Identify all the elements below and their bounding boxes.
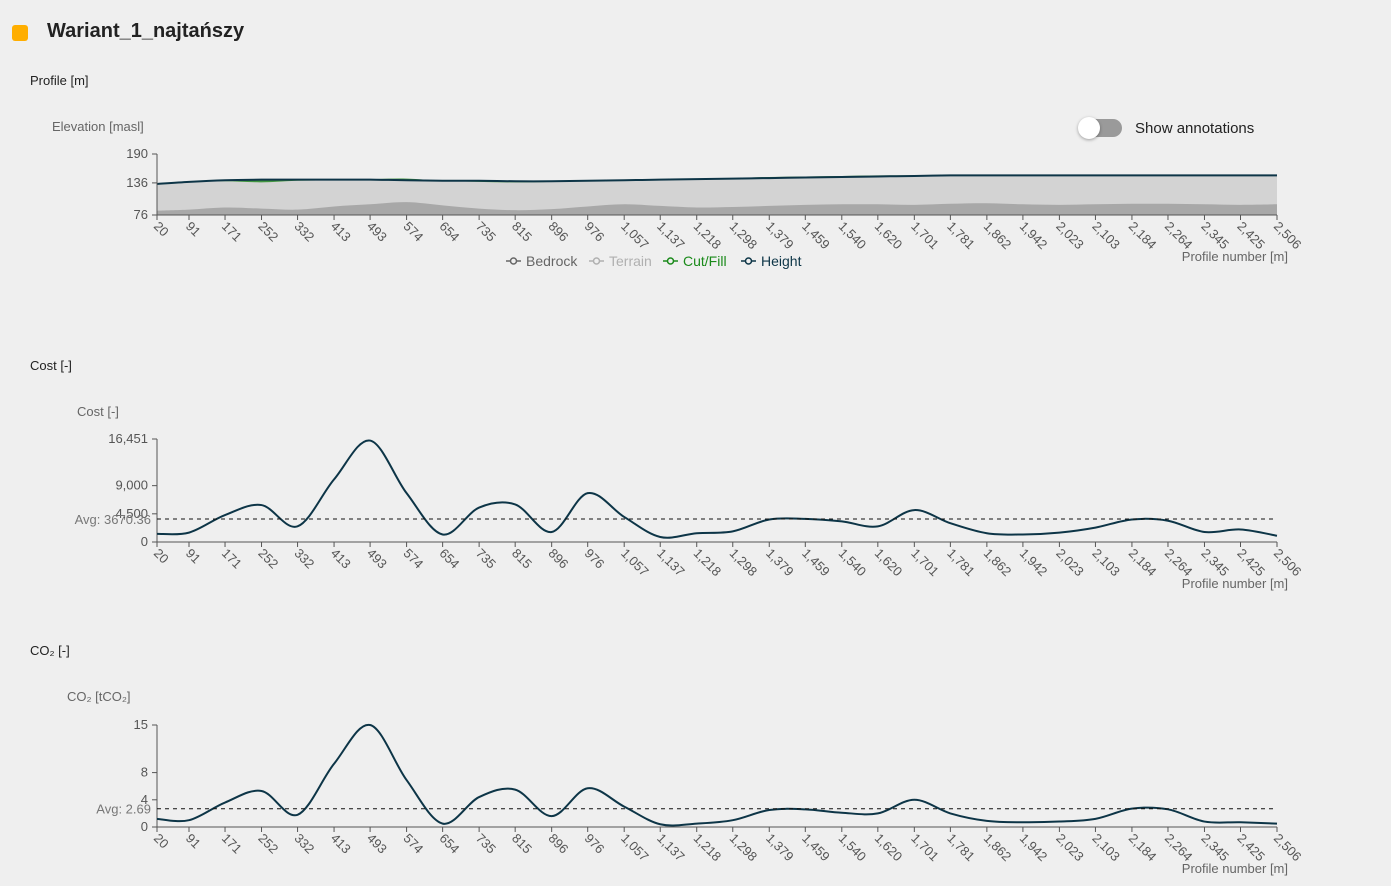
x-tick-label: 896 xyxy=(546,831,572,857)
x-axis-title: Profile number [m] xyxy=(1182,861,1288,876)
x-axis-title: Profile number [m] xyxy=(1182,576,1288,591)
toggle-label: Show annotations xyxy=(1135,119,1255,137)
x-tick-label: 1,540 xyxy=(836,831,870,865)
legend-marker xyxy=(509,257,518,265)
x-tick-label: 252 xyxy=(255,831,281,857)
y-tick-label: 76 xyxy=(134,207,148,222)
y-tick-label: 9,000 xyxy=(115,478,148,493)
section-label-co2: CO₂ [-] xyxy=(30,643,70,658)
x-tick-label: 1,218 xyxy=(691,831,725,865)
y-tick-label: 190 xyxy=(126,146,148,161)
x-tick-label: 1,701 xyxy=(908,831,942,865)
x-tick-label: 1,942 xyxy=(1017,831,1051,865)
x-tick-label: 2,506 xyxy=(1271,831,1305,865)
variant-title: Wariant_1_najtańszy xyxy=(47,19,245,42)
y-tick-label: 4 xyxy=(141,792,148,807)
x-tick-label: 20 xyxy=(151,831,172,852)
height-line xyxy=(156,174,1277,185)
x-tick-label: 1,298 xyxy=(727,831,761,865)
x-tick-label: 1,379 xyxy=(763,831,797,865)
y-tick-label: 16,451 xyxy=(108,431,148,446)
legend-label: Bedrock xyxy=(526,253,578,269)
y-tick-label: 4,500 xyxy=(115,506,148,521)
section-label-profile: Profile [m] xyxy=(30,73,89,88)
legend-label: Height xyxy=(761,253,802,269)
y-tick-label: 15 xyxy=(134,717,148,732)
x-tick-label: 815 xyxy=(509,831,535,857)
x-tick-label: 332 xyxy=(291,831,317,857)
y-tick-label: 0 xyxy=(141,534,148,549)
x-tick-label: 413 xyxy=(328,831,354,857)
y-axis-label: Elevation [masl] xyxy=(52,119,144,134)
x-tick-label: 2,425 xyxy=(1234,831,1268,865)
x-tick-label: 493 xyxy=(364,831,390,857)
x-tick-label: 1,862 xyxy=(981,831,1015,865)
x-tick-label: 1,459 xyxy=(799,831,833,865)
x-tick-label: 2,345 xyxy=(1198,831,1232,865)
x-tick-label: 2,264 xyxy=(1162,831,1196,865)
legend-marker xyxy=(666,257,675,265)
x-tick-label: 91 xyxy=(183,831,204,852)
series-line xyxy=(156,439,1278,539)
variant-color-swatch xyxy=(12,24,28,41)
x-tick-label: 2,103 xyxy=(1089,831,1123,865)
series-line xyxy=(156,723,1278,827)
y-axis-label: CO₂ [tCO₂] xyxy=(67,689,131,704)
legend-marker xyxy=(592,257,601,265)
average-label: Avg: 2.69 xyxy=(96,802,151,817)
toggle-track[interactable] xyxy=(1078,117,1122,139)
y-tick-label: 0 xyxy=(141,819,148,834)
y-axis-label: Cost [-] xyxy=(77,404,119,419)
x-tick-label: 1,137 xyxy=(654,831,688,865)
x-tick-label: 976 xyxy=(582,831,608,857)
x-axis-title: Profile number [m] xyxy=(1182,249,1288,264)
legend-label: Cut/Fill xyxy=(683,253,727,269)
card-header: Wariant_1_najtańszy xyxy=(12,16,244,46)
bedrock-area xyxy=(157,202,1277,215)
show-annotations-toggle[interactable]: Show annotations xyxy=(1078,117,1255,139)
x-tick-label: 1,057 xyxy=(618,831,652,865)
section-label-cost: Cost [-] xyxy=(30,358,72,373)
y-tick-label: 136 xyxy=(126,175,148,190)
x-tick-label: 171 xyxy=(219,831,245,857)
legend-marker xyxy=(744,257,753,265)
x-tick-label: 654 xyxy=(437,831,463,857)
x-tick-label: 1,620 xyxy=(872,831,906,865)
x-tick-label: 1,781 xyxy=(944,831,978,865)
x-tick-label: 2,184 xyxy=(1126,831,1160,865)
legend-label: Terrain xyxy=(609,253,652,269)
y-tick-label: 8 xyxy=(141,765,148,780)
x-tick-label: 735 xyxy=(473,831,499,857)
average-label: Avg: 3670.36 xyxy=(75,512,151,527)
toggle-knob[interactable] xyxy=(1078,117,1100,139)
x-tick-label: 2,023 xyxy=(1053,831,1087,865)
x-tick-label: 574 xyxy=(400,831,426,857)
